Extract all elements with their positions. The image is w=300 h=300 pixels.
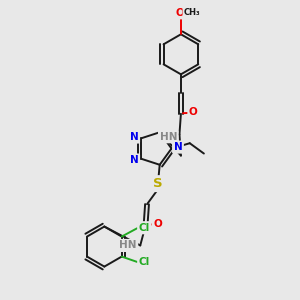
Text: O: O <box>154 219 162 229</box>
Text: Cl: Cl <box>139 223 150 233</box>
Text: HN: HN <box>119 240 136 250</box>
Text: S: S <box>153 177 163 190</box>
Text: O: O <box>189 107 198 117</box>
Text: N: N <box>130 155 139 165</box>
Text: N: N <box>130 132 139 142</box>
Text: O: O <box>176 8 185 18</box>
Text: CH₃: CH₃ <box>184 8 200 17</box>
Text: N: N <box>174 142 182 152</box>
Text: Cl: Cl <box>139 257 150 268</box>
Text: HN: HN <box>160 132 177 142</box>
